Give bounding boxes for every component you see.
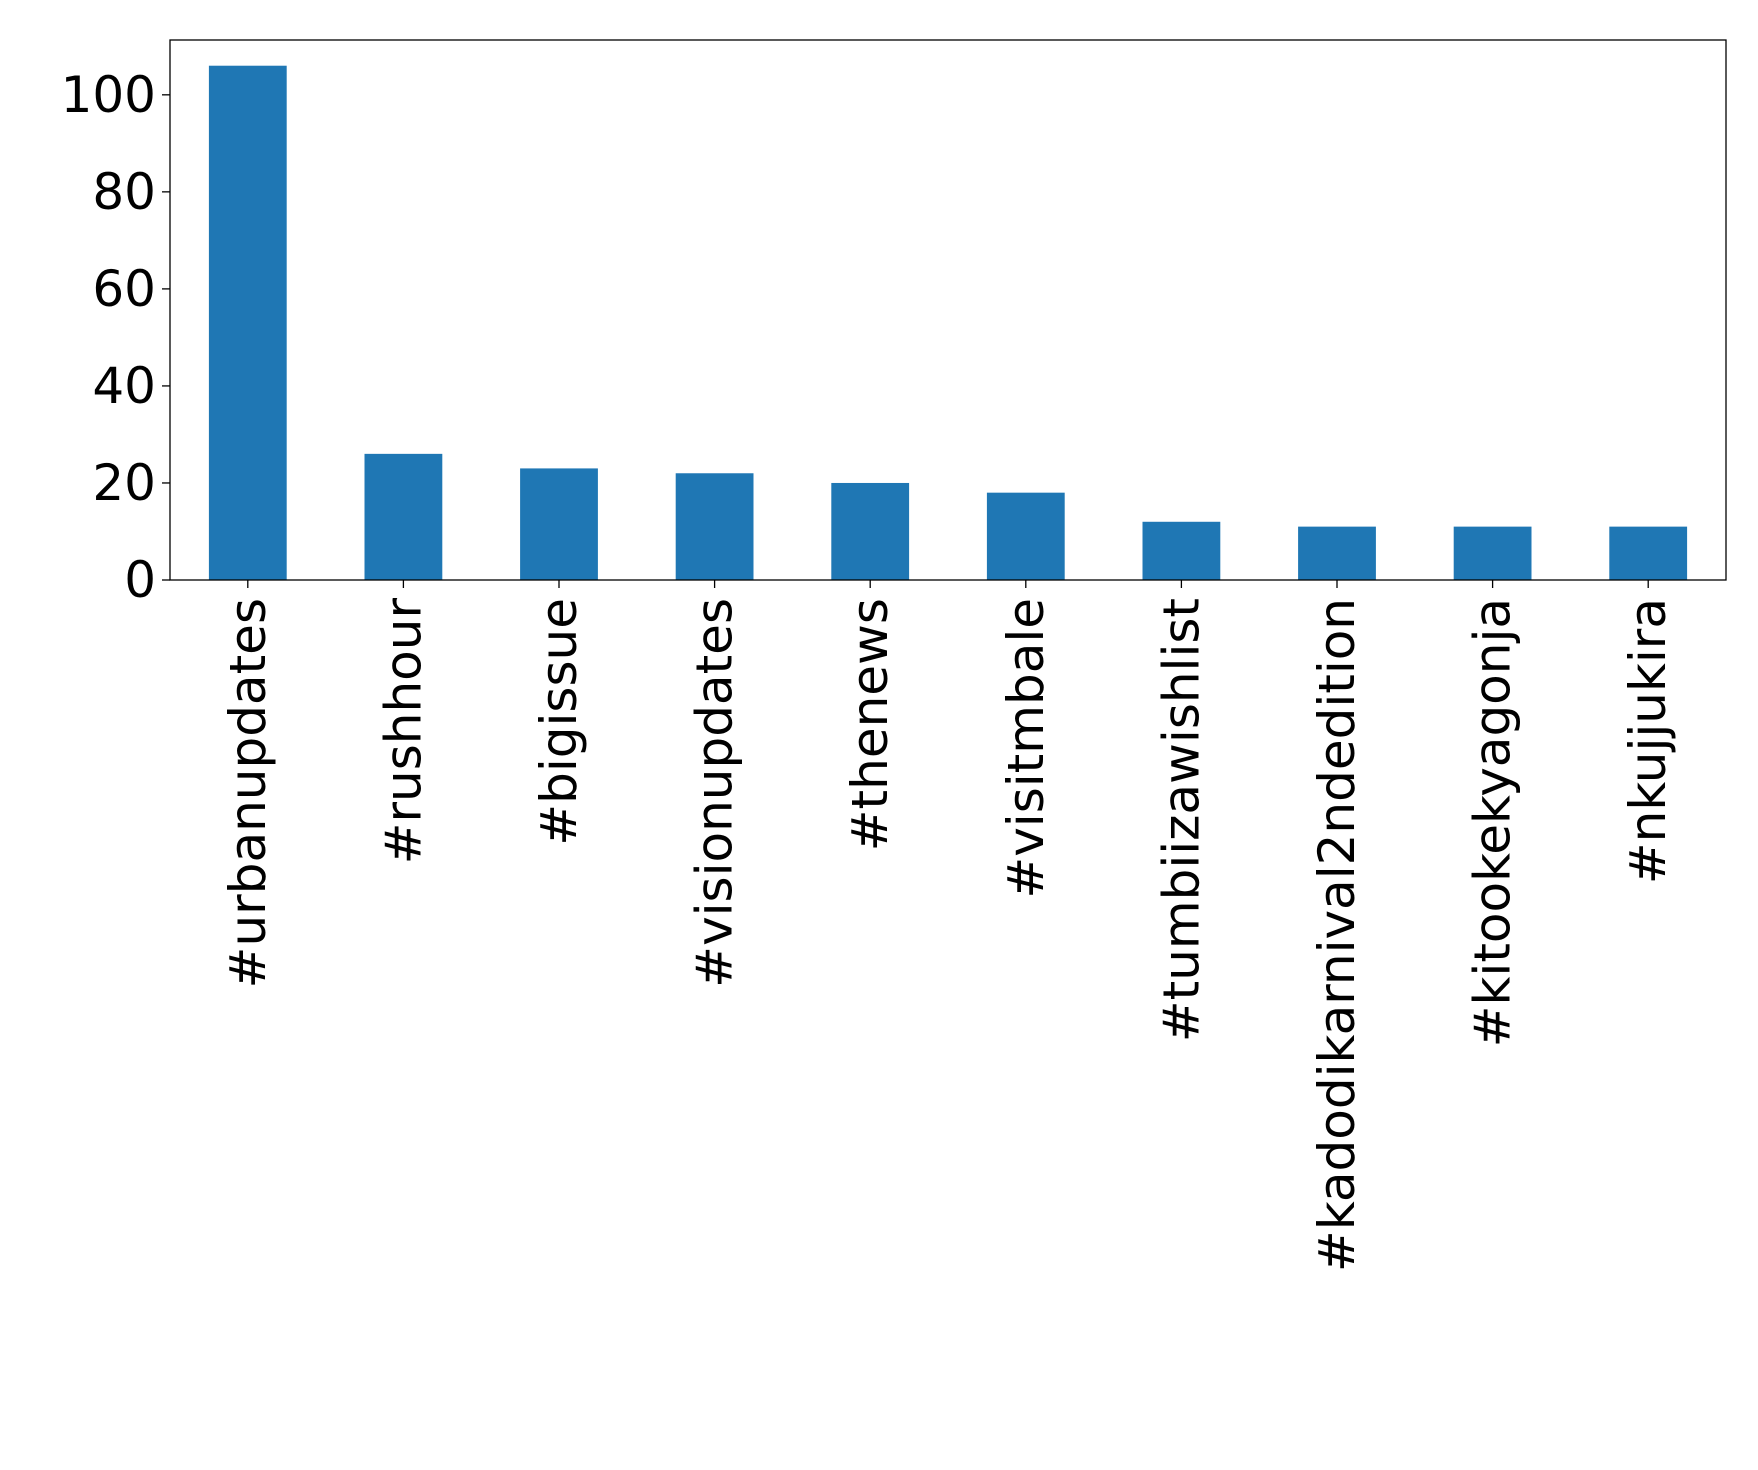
- x-tick-label: #visitmbale: [997, 598, 1055, 899]
- x-tick-label: #kadodikarnival2ndedition: [1308, 598, 1366, 1272]
- x-tick-label: #bigissue: [530, 598, 588, 846]
- y-tick-label: 80: [92, 163, 156, 221]
- x-tick-label: #thenews: [841, 598, 899, 851]
- x-tick-label: #nkujjukira: [1619, 598, 1677, 884]
- x-tick-label: #urbanupdates: [219, 598, 277, 988]
- bars-group: [208, 65, 1688, 580]
- x-tick-label: #tumbiizawishlist: [1152, 598, 1210, 1042]
- bar: [208, 65, 287, 580]
- y-tick-label: 60: [92, 260, 156, 318]
- bar: [986, 492, 1065, 580]
- bar: [1609, 526, 1688, 580]
- bar: [364, 453, 443, 580]
- bar: [1142, 521, 1221, 580]
- axes-frame: [169, 39, 1727, 581]
- y-tick-label: 100: [61, 66, 156, 124]
- bar: [831, 482, 910, 580]
- y-tick-label: 40: [92, 357, 156, 415]
- bar: [675, 473, 754, 580]
- bar: [520, 468, 598, 580]
- y-tick-label: 0: [124, 551, 156, 609]
- y-axis-ticks: 0 20 40 60 80 100: [61, 66, 170, 609]
- bar: [1298, 526, 1376, 580]
- y-tick-label: 20: [92, 454, 156, 512]
- x-tick-label: #rushhour: [374, 598, 432, 865]
- bar: [1453, 526, 1532, 580]
- x-tick-label: #visionupdates: [686, 598, 744, 988]
- x-axis-ticks: #urbanupdates #rushhour #bigissue #visionup…: [219, 580, 1677, 1272]
- x-tick-label: #kitookekyagonja: [1464, 598, 1522, 1047]
